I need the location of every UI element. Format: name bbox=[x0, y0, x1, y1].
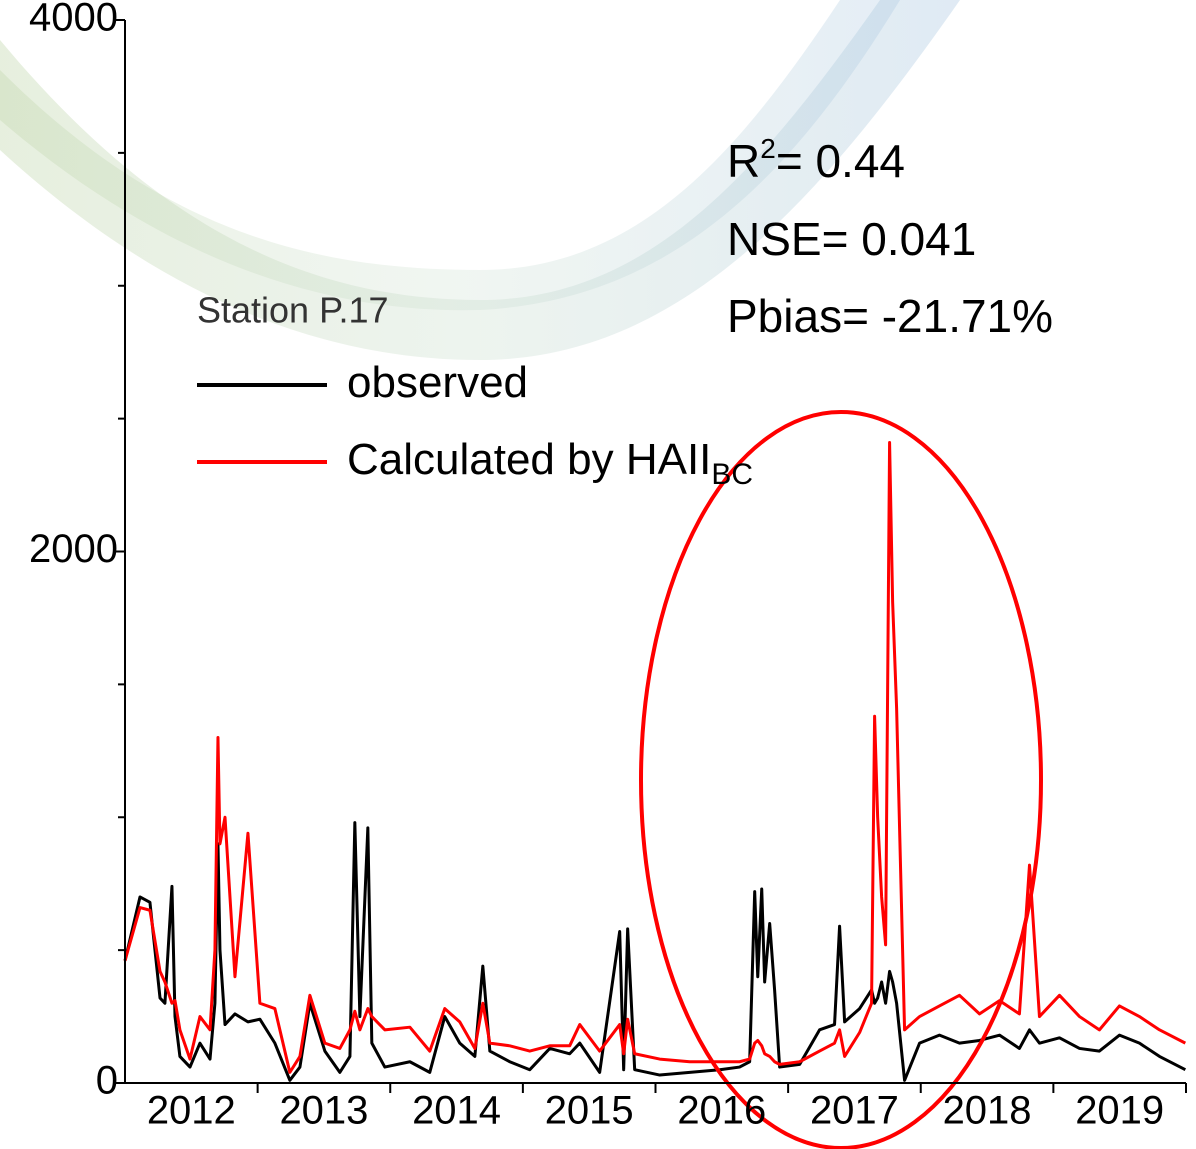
x-tick-label: 2019 bbox=[1075, 1089, 1164, 1133]
legend-label-subscript: BC bbox=[711, 458, 753, 491]
x-tick-label: 2015 bbox=[545, 1089, 634, 1133]
legend-label: observed bbox=[347, 358, 528, 407]
y-tick-label: 4000 bbox=[29, 0, 118, 40]
annotations: R2= 0.44 NSE= 0.041 Pbias= -21.71% bbox=[727, 133, 1053, 342]
y-tick-label: 2000 bbox=[29, 527, 118, 571]
legend-label-text: Calculated by HAII bbox=[347, 435, 711, 484]
stat-r2-value: = 0.44 bbox=[776, 135, 905, 187]
y-tick-label: 0 bbox=[96, 1059, 118, 1103]
x-tick-label: 2018 bbox=[943, 1089, 1032, 1133]
stat-r2-text: R bbox=[727, 135, 760, 187]
plot-area bbox=[123, 441, 1187, 1082]
series-line bbox=[123, 821, 1187, 1082]
legend-label-text: observed bbox=[347, 358, 528, 407]
stat-r2-sup: 2 bbox=[760, 133, 776, 164]
legend-label: Calculated by HAIIBC bbox=[347, 435, 753, 491]
stat-pbias: Pbias= -21.71% bbox=[727, 290, 1053, 342]
background-swoosh bbox=[0, 0, 960, 360]
legend-title: Station P.17 bbox=[197, 290, 389, 331]
stat-r2: R2= 0.44 bbox=[727, 133, 905, 187]
x-tick-label: 2016 bbox=[677, 1089, 766, 1133]
x-tick-label: 2014 bbox=[412, 1089, 501, 1133]
x-tick-label: 2017 bbox=[810, 1089, 899, 1133]
series-line bbox=[123, 441, 1187, 1074]
legend: Station P.17 observed Calculated by HAIIB… bbox=[197, 290, 753, 491]
x-tick-label: 2013 bbox=[279, 1089, 368, 1133]
highlight-ellipse bbox=[639, 410, 1043, 1149]
x-tick-label: 2012 bbox=[147, 1089, 236, 1133]
stat-nse: NSE= 0.041 bbox=[727, 213, 976, 265]
